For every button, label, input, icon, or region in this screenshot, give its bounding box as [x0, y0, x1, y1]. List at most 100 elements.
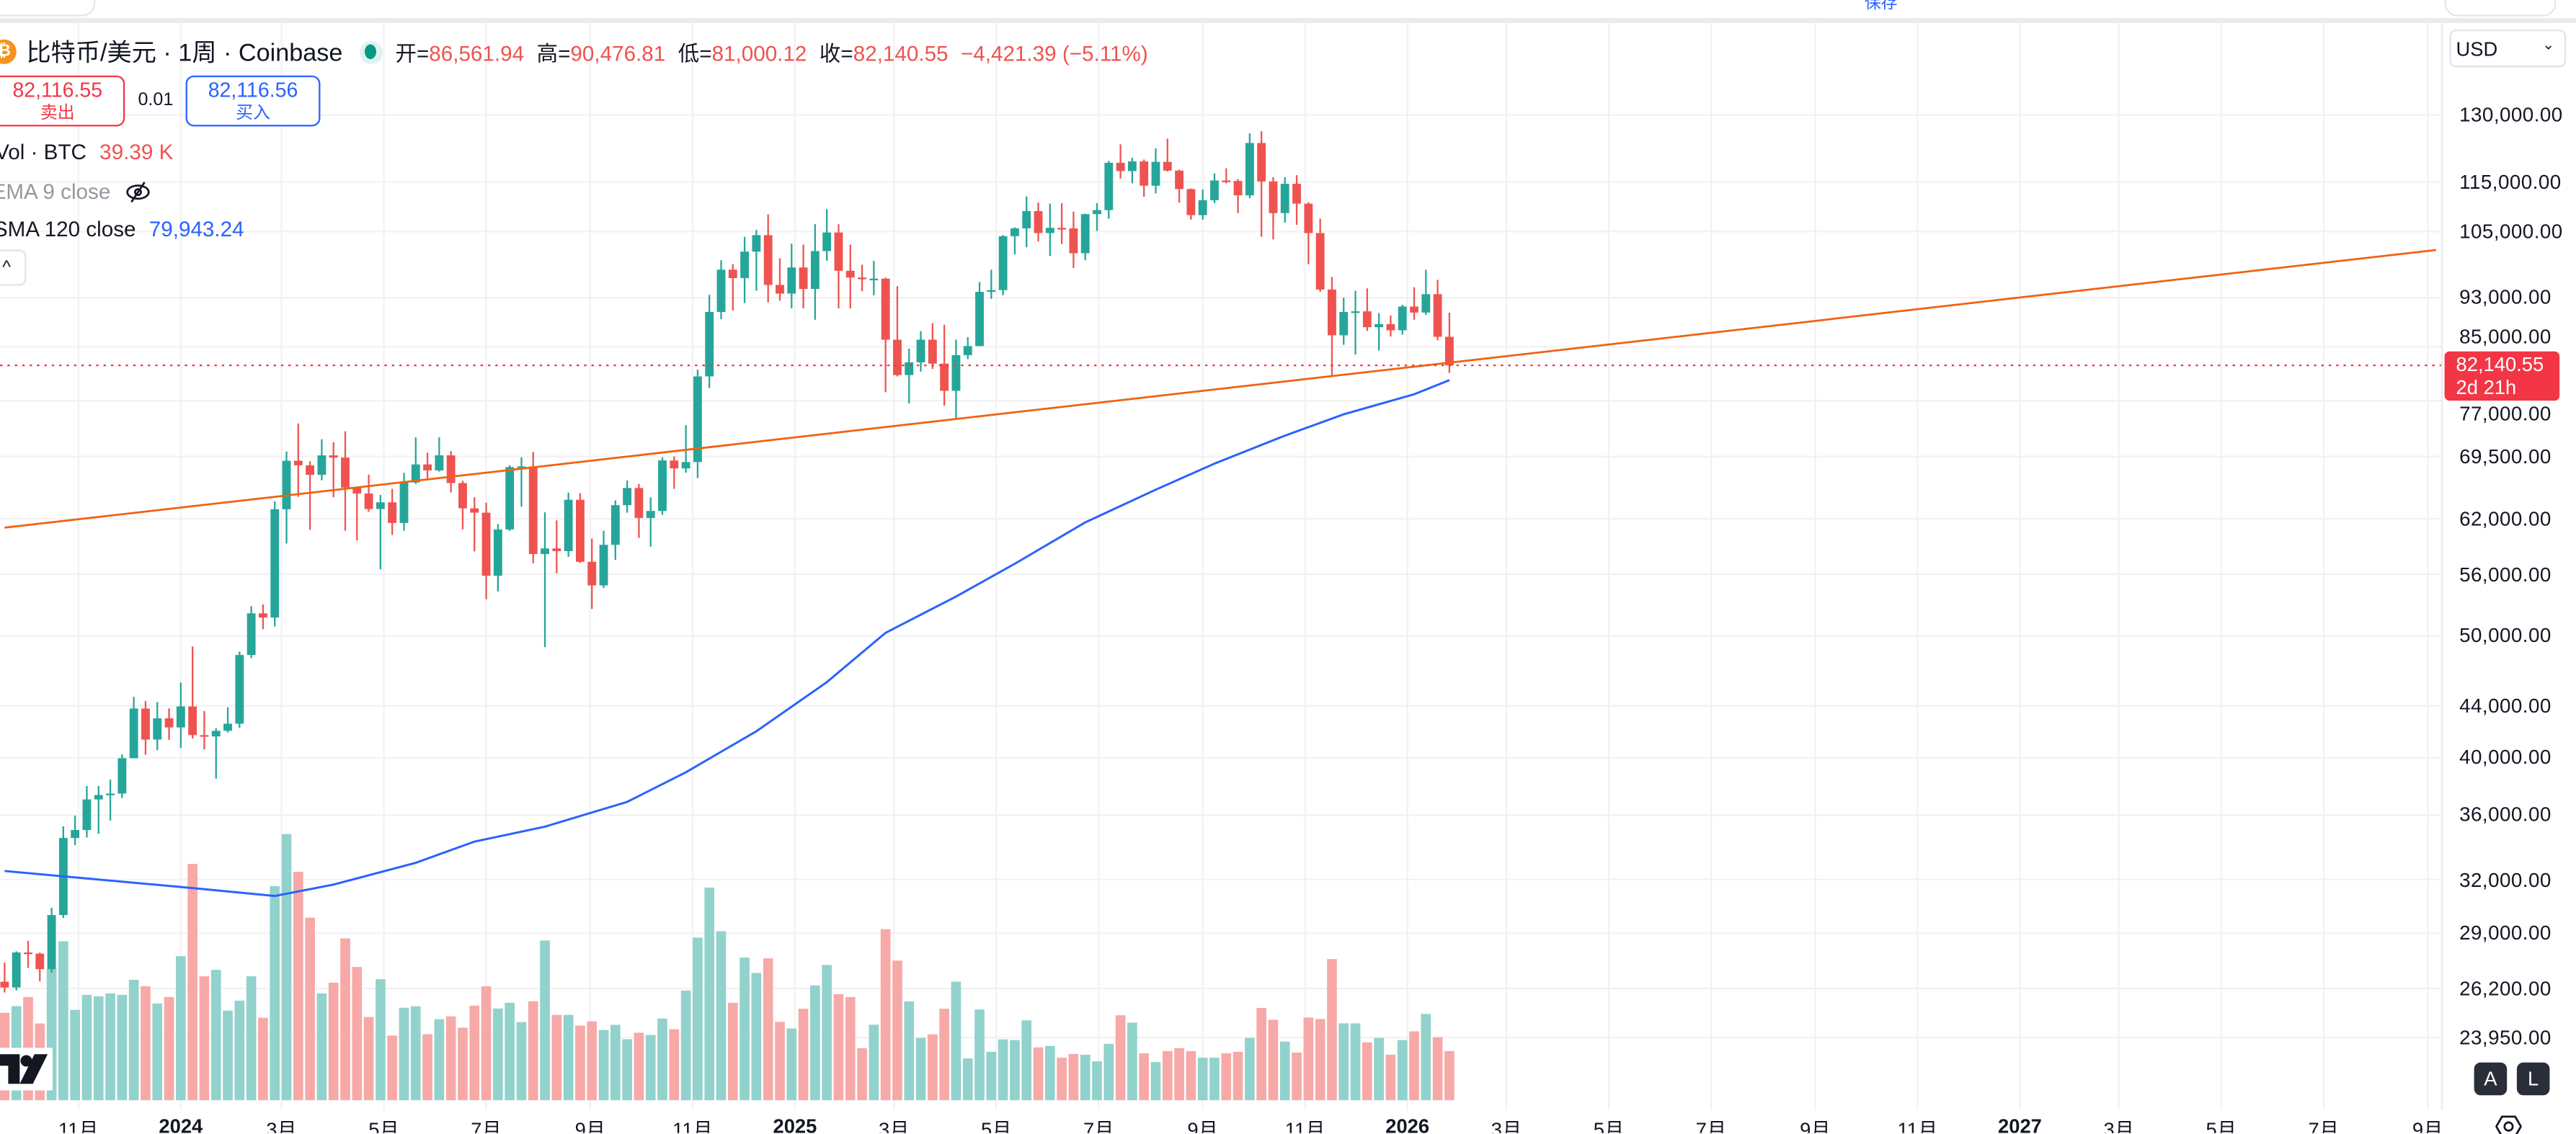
time-scale-label: 2027 — [1998, 1115, 2042, 1133]
indicator-volume[interactable]: Vol · BTC 39.39 K — [0, 140, 173, 164]
indicator-ema[interactable]: EMA 9 close — [0, 179, 151, 204]
price-scale-label: 77,000.00 — [2459, 402, 2551, 426]
volume-bar — [1068, 1053, 1079, 1101]
indicator-sma[interactable]: SMA 120 close 79,943.24 — [0, 217, 244, 241]
price-scale-label: 115,000.00 — [2459, 170, 2562, 194]
candle-body — [1186, 189, 1196, 215]
candle-body — [1045, 228, 1054, 233]
time-scale[interactable]: 11月 2024 3月 5月 7月 9月 11月 2025 3月 5月 7月 9月 11月 2026 3月 5… — [0, 0, 2441, 1133]
indicator-value: 79,943.24 — [148, 216, 244, 242]
candle — [916, 331, 925, 372]
candle — [1362, 288, 1372, 331]
volume-bar — [587, 1021, 598, 1101]
trendline[interactable] — [4, 249, 2437, 529]
candle-body — [1198, 200, 1207, 215]
volume-bar — [387, 1035, 398, 1101]
volume-bar — [810, 985, 820, 1101]
toolbar-button[interactable] — [2444, 0, 2557, 17]
candle — [458, 481, 467, 530]
candle-body — [71, 830, 80, 839]
volume-bar — [281, 834, 292, 1101]
symbol-title[interactable]: 比特币/美元 · 1周 · Coinbase — [26, 39, 343, 68]
volume-bar — [716, 931, 727, 1101]
volume-bar — [434, 1019, 445, 1101]
candle-body — [763, 235, 773, 285]
volume-bar — [833, 994, 844, 1101]
candle-body — [82, 799, 92, 831]
volume-bar — [786, 1028, 797, 1101]
candle — [845, 244, 855, 308]
log-scale-button[interactable]: L — [2516, 1062, 2550, 1096]
spread-value: 0.01 — [138, 90, 174, 110]
candle-body — [1245, 143, 1254, 196]
price-scale[interactable] — [2441, 22, 2576, 1110]
candle — [1186, 188, 1196, 220]
candle — [940, 324, 949, 406]
volume-bar — [1197, 1058, 1208, 1101]
tradingview-logo[interactable] — [0, 1048, 53, 1091]
price-scale-label: 40,000.00 — [2459, 746, 2551, 769]
grid — [0, 22, 2442, 1110]
candle — [71, 815, 80, 846]
candle — [951, 339, 961, 420]
candle-body — [317, 455, 327, 476]
currency-select[interactable]: USD ⌄ — [2449, 30, 2567, 68]
candle — [634, 483, 644, 538]
candle — [317, 439, 327, 481]
candle-body — [1233, 181, 1243, 196]
candle — [505, 465, 515, 531]
candle-body — [188, 706, 197, 736]
candle — [200, 710, 209, 750]
volume-bar — [1162, 1050, 1173, 1101]
price-chart[interactable] — [0, 0, 2442, 1133]
volume-bar — [892, 960, 902, 1101]
collapse-legend-button[interactable]: ^ — [0, 249, 27, 286]
candle-body — [716, 269, 726, 312]
candle-body — [940, 363, 949, 391]
candle-body — [752, 235, 761, 252]
volume-bar — [763, 958, 773, 1101]
time-scale-label: 9月 — [574, 1118, 606, 1133]
candle — [822, 209, 832, 262]
volume-bar — [152, 1003, 163, 1101]
close-label: 收= — [819, 40, 853, 66]
candle — [12, 951, 21, 991]
price-scale-label: 130,000.00 — [2459, 103, 2563, 127]
candle-body — [1351, 311, 1360, 313]
high-label: 高= — [536, 40, 571, 66]
volume-bar — [1139, 1053, 1150, 1101]
candle — [247, 606, 256, 658]
candle-body — [247, 613, 256, 656]
candle — [1233, 179, 1243, 213]
candle-body — [1151, 161, 1160, 186]
candle — [493, 524, 502, 591]
candle-body — [728, 269, 737, 279]
sell-button[interactable]: 82,116.55 卖出 — [0, 75, 125, 127]
candle — [47, 908, 56, 973]
eye-off-icon[interactable] — [125, 180, 151, 203]
time-scale-label: 3月 — [2103, 1118, 2135, 1133]
candle-body — [693, 376, 702, 463]
time-scale-label: 2024 — [159, 1115, 203, 1133]
volume-bar — [928, 1034, 938, 1101]
candle-body — [106, 793, 115, 795]
candle-body — [1315, 233, 1325, 290]
volume-bar — [1268, 1019, 1279, 1101]
candle — [1163, 138, 1172, 172]
auto-scale-button[interactable]: A — [2474, 1062, 2508, 1096]
candle — [752, 230, 761, 291]
sell-label: 卖出 — [40, 103, 75, 123]
gear-icon[interactable] — [2495, 1113, 2522, 1134]
candle — [928, 323, 937, 370]
buy-button[interactable]: 82,116.56 买入 — [185, 75, 321, 127]
candle — [435, 437, 444, 472]
save-button[interactable]: 保存 — [1865, 0, 1898, 14]
candle-body — [646, 511, 655, 518]
candle-body — [916, 339, 925, 362]
candle-body — [1292, 184, 1301, 204]
volume-bar — [951, 981, 961, 1101]
candle — [1069, 211, 1078, 268]
candle — [623, 481, 632, 513]
volume-bar — [974, 1009, 985, 1101]
candle-body — [223, 723, 232, 731]
